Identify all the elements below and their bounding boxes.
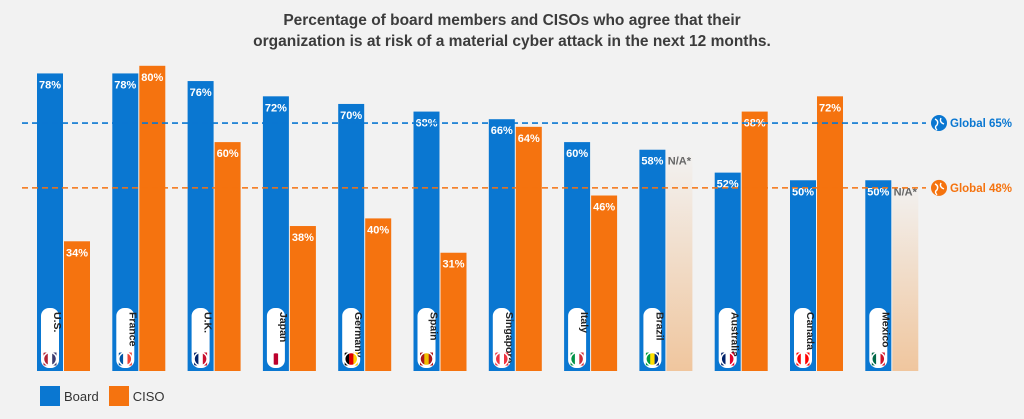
- flag-icon-right-8: [654, 352, 659, 366]
- reference-label-1: Global 48%: [950, 183, 1012, 195]
- flag-icon-left-8: [646, 353, 650, 366]
- flag-icon-left-2: [194, 353, 198, 366]
- title-line-2: organization is at risk of a material cy…: [253, 33, 771, 50]
- data-label-ciso-10: 72%: [819, 102, 841, 114]
- flag-icon-left-10: [797, 353, 801, 366]
- flag-icon-right-11: [880, 352, 885, 366]
- flag-icon-right-5: [428, 352, 433, 366]
- flag-icon-ring-10: [795, 351, 811, 367]
- bar-ciso-3: [289, 226, 316, 371]
- category-label-11: Mexico: [879, 312, 891, 348]
- flag-icon-ring-8: [645, 351, 660, 367]
- category-label-1: France: [126, 312, 138, 347]
- flag-icon-left-6: [495, 353, 499, 366]
- flag-icon-ring-1: [118, 351, 133, 367]
- legend-label-ciso: CISO: [132, 388, 165, 404]
- data-label-board-4: 70%: [340, 110, 362, 122]
- category-label-9: Australia: [729, 312, 741, 357]
- flag-icon-ring-9: [720, 351, 735, 367]
- data-label-ciso-2: 60%: [217, 148, 239, 160]
- data-label-board-6: 66%: [491, 125, 513, 137]
- flag-icon-right-4: [353, 352, 358, 366]
- data-label-ciso-4: 40%: [367, 224, 389, 236]
- data-label-ciso-11: N/A*: [894, 186, 918, 198]
- data-label-board-7: 60%: [566, 148, 588, 160]
- flag-icon-left-1: [119, 353, 123, 366]
- flag-icon-left-4: [345, 353, 349, 366]
- flag-icon-right-6: [504, 352, 509, 366]
- category-label-8: Brazil: [653, 312, 665, 341]
- data-label-ciso-3: 38%: [292, 232, 314, 244]
- data-label-ciso-6: 64%: [518, 133, 540, 145]
- category-label-2: U.K.: [202, 312, 214, 333]
- bar-ciso-na-8: [666, 149, 693, 371]
- flag-icon-right-3: [278, 352, 283, 366]
- flag-icon-ring-0: [42, 351, 58, 367]
- flag-icon-ring-6: [494, 351, 510, 367]
- category-label-4: Germany: [352, 312, 364, 358]
- category-label-7: Italy: [578, 312, 590, 333]
- chart-title: Percentage of board members and CISOs wh…: [0, 10, 1024, 52]
- category-label-6: Singapore: [503, 312, 515, 364]
- bar-ciso-2: [214, 142, 241, 371]
- globe-icon-0: [931, 115, 947, 132]
- category-label-0: U.S.: [51, 312, 63, 333]
- bar-ciso-0: [64, 241, 90, 371]
- bar-ciso-na-11: [892, 180, 919, 371]
- data-label-ciso-5: 31%: [442, 259, 464, 271]
- data-label-ciso-8: N/A*: [668, 156, 692, 168]
- flag-icon-right-10: [805, 352, 810, 366]
- data-label-board-10: 50%: [792, 186, 814, 198]
- flag-icon-ring-7: [569, 351, 585, 367]
- data-label-board-8: 58%: [641, 156, 663, 168]
- flag-icon-right-7: [579, 352, 584, 366]
- legend: Board CISO: [40, 386, 165, 406]
- data-label-board-0: 78%: [39, 79, 61, 91]
- flag-icon-right-2: [202, 352, 208, 366]
- legend-swatch-ciso: [108, 386, 129, 406]
- data-label-board-9: 52%: [717, 179, 739, 191]
- flag-icon-right-0: [52, 352, 57, 366]
- data-label-ciso-1: 80%: [141, 72, 163, 84]
- bar-ciso-10: [817, 96, 843, 371]
- flag-icon-left-5: [420, 353, 424, 366]
- data-label-ciso-0: 34%: [66, 247, 88, 259]
- flag-icon-ring-4: [343, 351, 359, 367]
- reference-label-0: Global 65%: [950, 118, 1012, 130]
- flag-icon-left-7: [571, 353, 575, 366]
- bar-ciso-9: [741, 111, 768, 371]
- bar-ciso-7: [591, 195, 618, 371]
- globe-icon-1: [931, 179, 947, 196]
- flag-icon-left-3: [269, 353, 273, 366]
- legend-swatch-board: [40, 386, 60, 406]
- legend-item-board: Board: [40, 386, 99, 406]
- data-label-board-11: 50%: [867, 186, 889, 198]
- data-label-ciso-7: 46%: [593, 202, 615, 214]
- flag-icon-ring-2: [193, 351, 208, 367]
- flag-icon-left-9: [721, 353, 725, 366]
- data-label-board-2: 76%: [190, 87, 212, 99]
- title-line-1: Percentage of board members and CISOs wh…: [283, 12, 741, 29]
- legend-label-board: Board: [64, 388, 99, 404]
- bar-ciso-4: [365, 218, 392, 371]
- globe-icon-lines-1: [934, 182, 945, 196]
- flag-icon-ring-5: [419, 351, 434, 367]
- category-label-5: Spain: [428, 312, 440, 341]
- flag-icon-right-9: [729, 352, 735, 366]
- data-label-board-3: 72%: [265, 102, 287, 114]
- flag-icon-ring-3: [268, 351, 284, 367]
- flag-icon-ring-11: [871, 351, 886, 367]
- category-label-10: Canada: [804, 312, 816, 350]
- category-label-3: Japan: [277, 312, 289, 342]
- flag-icon-left-0: [44, 353, 48, 366]
- data-label-board-1: 78%: [114, 79, 136, 91]
- bar-ciso-1: [139, 65, 166, 372]
- legend-item-ciso: CISO: [108, 386, 165, 406]
- bar-ciso-6: [515, 126, 542, 371]
- flag-icon-right-1: [127, 352, 132, 366]
- flag-icon-left-11: [872, 353, 876, 366]
- bar-ciso-5: [440, 252, 467, 371]
- globe-icon-lines-0: [934, 117, 945, 131]
